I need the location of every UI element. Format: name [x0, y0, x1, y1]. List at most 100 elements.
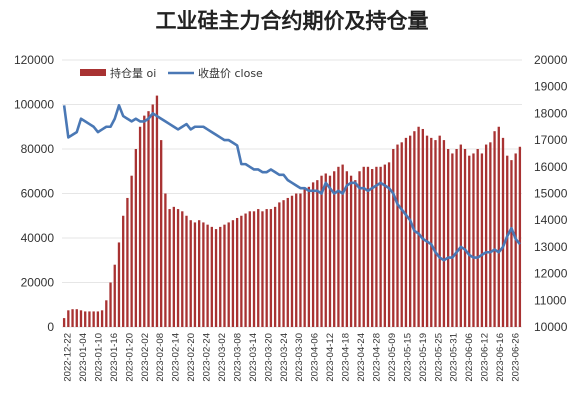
bar [480, 153, 484, 327]
x-tick-label: 2023-06-12 [480, 333, 491, 382]
bar [138, 126, 142, 327]
left-tick-label: 20000 [21, 276, 55, 290]
bar [286, 197, 289, 327]
bar [117, 242, 121, 327]
bar [151, 104, 154, 327]
bar [197, 220, 201, 327]
bar [235, 217, 239, 327]
bar [202, 222, 205, 327]
bar [307, 186, 311, 327]
x-tick-label: 2023-03-24 [279, 333, 290, 382]
close-line [62, 104, 521, 262]
right-tick-label: 10000 [534, 320, 568, 334]
x-tick-label: 2023-03-14 [248, 333, 259, 382]
bar [109, 282, 112, 327]
bar [160, 140, 163, 327]
bar [438, 135, 441, 327]
bar [185, 215, 188, 327]
bar [147, 111, 150, 327]
x-tick-label: 2023-03-30 [294, 333, 305, 382]
bar [459, 144, 462, 327]
bar [409, 135, 412, 327]
bar [257, 209, 260, 327]
bar [303, 189, 306, 327]
x-tick-label: 2022-12-22 [63, 333, 74, 382]
x-tick-label: 2023-02-24 [202, 333, 213, 382]
bar [442, 140, 446, 327]
x-tick-label: 2023-05-19 [418, 333, 429, 382]
x-tick-label: 2023-02-14 [171, 333, 182, 382]
bar [383, 164, 387, 327]
bar [472, 153, 475, 327]
bar [379, 166, 382, 327]
x-tick-label: 2023-01-20 [124, 333, 135, 382]
x-tick-label: 2023-05-15 [402, 333, 413, 382]
bar [506, 155, 509, 327]
right-tick-label: 16000 [534, 160, 568, 174]
bar [105, 300, 108, 327]
bar [248, 211, 251, 327]
legend: 持仓量 oi 收盘价 close [80, 66, 263, 80]
bar [400, 142, 403, 327]
bar [219, 226, 222, 327]
x-axis: 2022-12-22 2023-01-04 2023-01-10 2023-01-16… [63, 333, 522, 382]
bar [337, 166, 340, 327]
right-tick-label: 11000 [534, 293, 567, 307]
bar [446, 149, 450, 327]
bar [371, 169, 374, 327]
bar [126, 197, 129, 327]
bar [430, 137, 433, 327]
right-axis: 10000 11000 12000 13000 14000 15000 16000 17000… [534, 53, 568, 334]
x-tick-label: 2023-01-10 [93, 333, 104, 382]
left-tick-label: 80000 [21, 142, 55, 156]
right-tick-label: 15000 [534, 187, 568, 201]
bar [62, 318, 66, 327]
bar [67, 310, 70, 327]
bar [88, 311, 91, 327]
bar [392, 149, 395, 327]
x-tick-label: 2023-01-04 [78, 333, 89, 382]
bar [320, 175, 323, 327]
bar [510, 160, 513, 327]
x-tick-label: 2023-01-16 [109, 333, 120, 382]
x-tick-label: 2023-03-20 [263, 333, 274, 382]
bar [421, 128, 424, 327]
bar [349, 175, 353, 327]
bar [71, 309, 74, 327]
bar [168, 209, 171, 327]
legend-label-close: 收盘价 close [198, 66, 263, 80]
bar [231, 220, 235, 327]
bar [489, 142, 492, 327]
left-tick-label: 100000 [14, 98, 54, 112]
bar [311, 182, 315, 327]
x-tick-label: 2023-03-08 [232, 333, 243, 382]
bar [493, 131, 496, 327]
bar [501, 137, 505, 327]
left-tick-label: 0 [47, 320, 54, 334]
bar [324, 173, 327, 327]
line-series-close [62, 104, 521, 262]
bar [113, 264, 116, 327]
bar [96, 311, 100, 327]
x-tick-label: 2023-05-31 [449, 333, 460, 382]
x-tick-label: 2023-02-20 [186, 333, 197, 382]
bar [252, 211, 256, 327]
bar [417, 126, 420, 327]
bar [366, 166, 370, 327]
bar [451, 153, 454, 327]
x-tick-label: 2023-04-12 [325, 333, 336, 382]
bar [79, 310, 83, 327]
left-axis: 0 20000 40000 60000 80000 100000 120000 [14, 53, 54, 334]
x-tick-label: 2023-04-24 [356, 333, 367, 382]
x-tick-label: 2023-05-09 [387, 333, 398, 382]
bar-series-oi [62, 95, 522, 327]
bar [134, 149, 138, 327]
bar [244, 213, 247, 327]
bar [468, 155, 471, 327]
bar [290, 195, 294, 327]
right-tick-label: 17000 [534, 133, 568, 147]
bar [181, 211, 184, 327]
bar [455, 149, 458, 327]
bar [84, 311, 87, 327]
